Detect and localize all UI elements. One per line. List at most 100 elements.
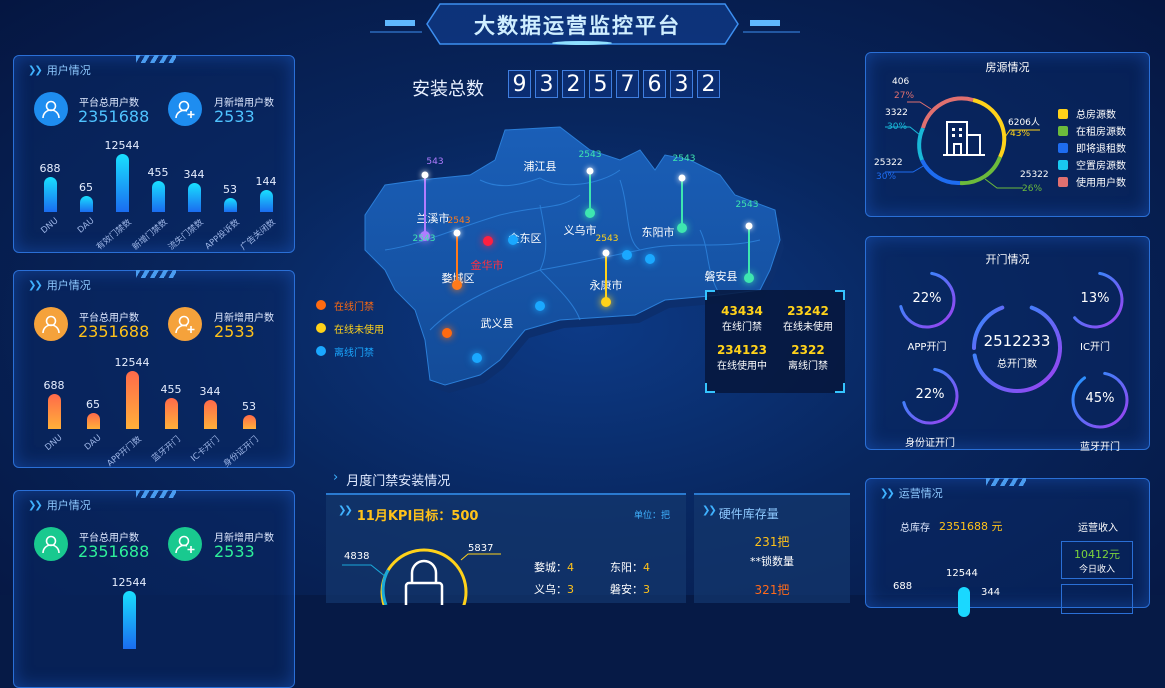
- new-users-value: 2533: [214, 107, 255, 126]
- map-marker: [601, 297, 611, 307]
- counter-digit: 2: [562, 70, 585, 98]
- new-users-value: 2533: [214, 542, 255, 561]
- legend-swatch: [1058, 176, 1068, 187]
- pin-value: 2543: [578, 150, 602, 160]
- pin-line: [681, 178, 683, 228]
- double-chevron-icon: ❯❯: [28, 64, 43, 76]
- hardware-label-1: **锁数量: [750, 555, 794, 568]
- pin-value: 2543: [595, 234, 619, 244]
- door-pct: 22%: [912, 291, 942, 306]
- install-total-label: 安装总数: [412, 79, 484, 100]
- housing-legend-item: 总房源数: [1058, 105, 1126, 122]
- total-users-label: 平台总用户数: [79, 533, 139, 544]
- kpi-target: 11月KPI目标：500: [356, 509, 479, 524]
- double-chevron-icon: ❯❯: [880, 487, 895, 499]
- map-marker: [585, 208, 595, 218]
- pin-head: [586, 167, 594, 175]
- map-legend-label: 离线门禁: [334, 348, 374, 359]
- user-icon: [34, 527, 68, 561]
- bar-value: 344: [183, 167, 205, 181]
- city-name: 磐安：: [610, 583, 643, 596]
- housing-legend-label: 空置房源数: [1076, 161, 1126, 172]
- legend-swatch: [1058, 159, 1068, 170]
- building-icon: [943, 121, 985, 156]
- panel-header: ❯❯ 用户情况: [28, 497, 91, 513]
- housing-value: 3322: [885, 108, 908, 118]
- ops-bar-value: 344: [981, 587, 1001, 598]
- housing-panel: 房源情况: [865, 52, 1150, 217]
- housing-legend-item: 在租房源数: [1058, 122, 1126, 139]
- housing-legend-item: 空置房源数: [1058, 156, 1126, 173]
- hardware-value-1: 231把: [754, 535, 790, 549]
- chevron-right-icon: ›: [333, 470, 339, 485]
- bar: [80, 196, 93, 212]
- city-count: 婺城：4: [534, 559, 610, 575]
- new-users-label: 月新增用户数: [214, 98, 274, 109]
- page-title: 大数据运营监控平台: [474, 14, 681, 38]
- pin-head: [745, 222, 753, 230]
- housing-legend-item: 即将退租数: [1058, 139, 1126, 156]
- map-stat: 43434 在线门禁: [709, 304, 775, 333]
- map-stat-label: 在线未使用: [783, 322, 833, 333]
- bar: [48, 394, 61, 429]
- map-stat: 23242 在线未使用: [775, 304, 841, 333]
- pin-head: [453, 229, 461, 237]
- panel-header: ❯❯ 用户情况: [28, 277, 91, 293]
- bar-value: 344: [199, 384, 221, 398]
- legend-dot: [316, 300, 326, 310]
- pin-line: [748, 226, 750, 278]
- pin-value: 543: [426, 157, 444, 167]
- housing-legend-item: 使用用户数: [1058, 173, 1126, 190]
- map-stat-value: 234123: [716, 343, 768, 357]
- ring-arc: [899, 271, 956, 329]
- bar: [224, 197, 237, 212]
- counter-digit: 9: [508, 70, 531, 98]
- map-marker: [645, 254, 655, 264]
- city-value: 3: [567, 583, 574, 596]
- housing-value: 25322: [1020, 170, 1049, 180]
- bar: [126, 370, 139, 429]
- new-users-label: 月新增用户数: [214, 533, 274, 544]
- map-marker: [677, 223, 687, 233]
- bar: [87, 413, 100, 429]
- legend-swatch: [1058, 108, 1068, 119]
- kpi-left-value: 4838: [344, 551, 370, 562]
- panel-title: 用户情况: [46, 64, 91, 77]
- total-users-label: 平台总用户数: [79, 98, 139, 109]
- housing-legend-label: 使用用户数: [1076, 178, 1126, 189]
- map-marker: [452, 280, 462, 290]
- double-chevron-icon: ❯❯: [338, 505, 353, 516]
- city-value: 4: [643, 561, 650, 574]
- housing-legend-label: 即将退租数: [1076, 144, 1126, 155]
- hardware-title: 硬件库存量: [718, 507, 779, 521]
- door-pct: 45%: [1085, 391, 1115, 406]
- door-label: 身份证开门: [905, 438, 955, 449]
- jinhua-map: [364, 126, 784, 393]
- housing-legend-label: 在租房源数: [1076, 127, 1126, 138]
- panel-title: 用户情况: [46, 279, 91, 292]
- counter-digit: 2: [697, 70, 720, 98]
- city-name: 义乌：: [534, 583, 567, 596]
- door-title: 开门情况: [985, 253, 1030, 266]
- bar-value: 53: [223, 182, 237, 196]
- ring-arc: [972, 305, 1062, 393]
- housing-donut: [885, 96, 1040, 189]
- city-count: 东阳：4: [610, 559, 670, 575]
- total-users-label: 平台总用户数: [79, 313, 139, 324]
- operations-title: 运营情况: [898, 487, 943, 500]
- housing-pct: 30%: [887, 122, 908, 132]
- bar: [165, 397, 178, 429]
- map-stat: 2322 离线门禁: [775, 343, 841, 372]
- city-value: 3: [643, 583, 650, 596]
- door-label: APP开门: [907, 342, 947, 353]
- housing-value: 25322: [874, 158, 903, 168]
- map-region-label: 浦江县: [523, 160, 557, 173]
- map-region-label: 武义县: [480, 317, 514, 330]
- double-chevron-icon: ❯❯: [28, 499, 43, 511]
- title-frame: [370, 3, 800, 45]
- unit-label: 单位：把: [633, 511, 670, 521]
- bar-value: 455: [147, 165, 169, 179]
- map-region-label: 婺城区: [441, 272, 475, 285]
- legend-dot: [316, 346, 326, 356]
- ring-arc: [1071, 371, 1129, 429]
